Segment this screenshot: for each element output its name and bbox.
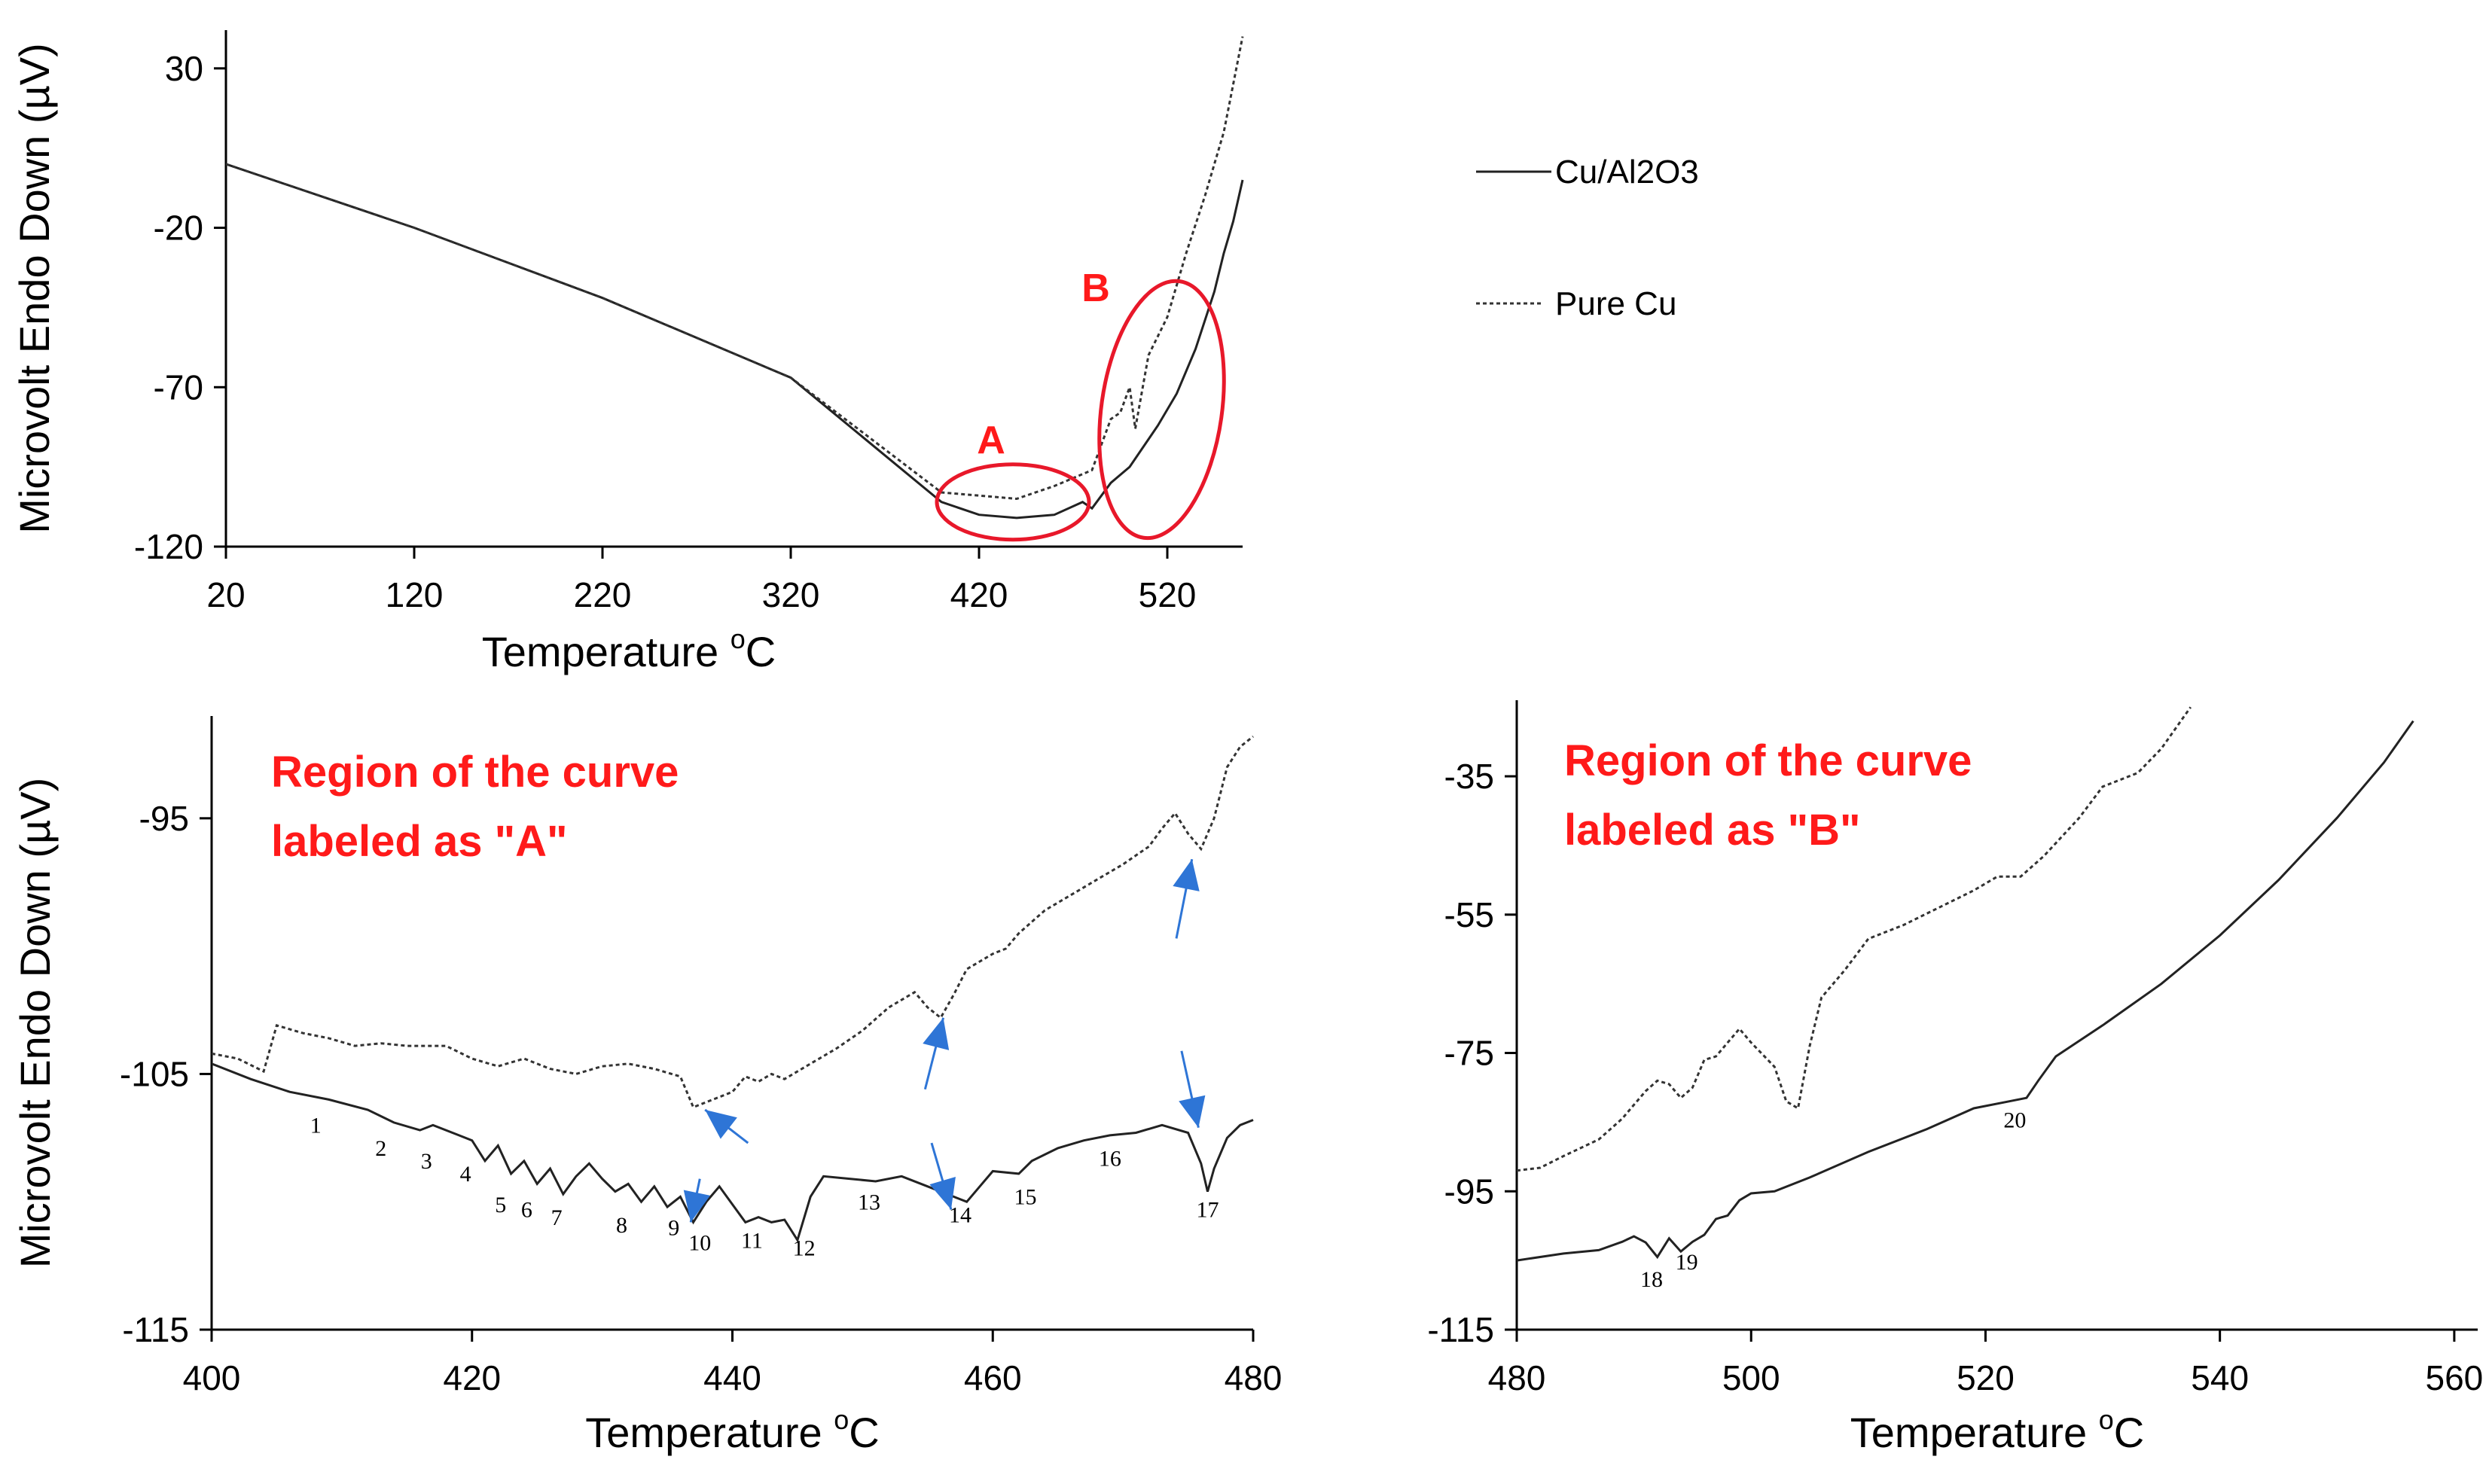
x-tick-label: 220: [574, 575, 632, 614]
region-a-label: A: [977, 419, 1005, 462]
peak-label: 10: [688, 1231, 711, 1256]
region-b-label: B: [1081, 267, 1110, 310]
peak-label: 12: [793, 1236, 816, 1261]
x-tick-label: 480: [1225, 1358, 1283, 1397]
x-axis-title-unit: C: [849, 1409, 879, 1456]
y-tick-label: -70: [154, 367, 203, 407]
x-axis-title-sup: o: [2099, 1404, 2114, 1435]
region-caption: Region of the curve labeled as "A": [271, 748, 679, 866]
legend-label-cu-al2o3: Cu/Al2O3: [1555, 154, 1699, 190]
x-tick-label: 520: [1957, 1358, 2015, 1397]
arrow-head: [705, 1109, 737, 1139]
x-axis-title-unit: C: [2114, 1409, 2144, 1456]
chart-region-b: -35 -55 -75 -95 -115 480 500 520 540 560 Temperatu…: [1427, 700, 2483, 1456]
peak-label: 4: [460, 1162, 471, 1187]
series-line-pure-cu: [1517, 706, 2192, 1172]
arrow-head: [683, 1190, 711, 1223]
x-tick-label: 440: [703, 1358, 761, 1397]
x-axis-title-sup: o: [834, 1404, 849, 1435]
peak-label: 15: [1014, 1185, 1036, 1210]
peak-label: 18: [1640, 1267, 1663, 1292]
x-tick-label: 460: [964, 1358, 1022, 1397]
y-axis-title: Microvolt Endo Down (µV): [11, 778, 59, 1269]
peak-label: 16: [1099, 1147, 1121, 1172]
legend: Cu/Al2O3 Pure Cu: [1476, 154, 1699, 322]
region-a-ellipse: [935, 462, 1091, 542]
arrow-head: [1179, 1095, 1206, 1128]
x-tick-label: 120: [386, 575, 444, 614]
y-tick-label: -95: [1444, 1172, 1494, 1211]
region-b-ellipse: [1097, 279, 1226, 541]
x-axis-title: Temperature oC: [482, 623, 776, 675]
x-tick-label: 320: [762, 575, 820, 614]
x-axis-title-text: Temperature: [585, 1409, 834, 1456]
peak-label: 14: [949, 1202, 972, 1227]
peak-label: 13: [858, 1190, 880, 1214]
x-axis-title-unit: C: [746, 628, 776, 675]
x-axis-title-sup: o: [731, 623, 746, 654]
y-tick-label: -75: [1444, 1034, 1494, 1073]
y-tick-label: -35: [1444, 757, 1494, 796]
x-axis-title: Temperature oC: [585, 1404, 879, 1456]
chart-region-a: -95 -105 -115 400 420 440 460 480 Temperature oC…: [11, 716, 1282, 1456]
peak-label: 9: [668, 1215, 679, 1240]
x-tick-label: 20: [206, 575, 245, 614]
peak-label: 3: [421, 1149, 432, 1174]
y-axis-title: Microvolt Endo Down (µV): [11, 43, 58, 534]
peak-label: 2: [375, 1136, 386, 1161]
peak-label: 11: [741, 1228, 763, 1253]
y-tick-label: -55: [1444, 895, 1494, 934]
series-line-cu-al2o3: [212, 1062, 1254, 1243]
x-tick-label: 420: [443, 1358, 501, 1397]
legend-label-pure-cu: Pure Cu: [1555, 285, 1676, 322]
series-line-cu-al2o3: [226, 163, 1244, 520]
arrow-head: [923, 1017, 950, 1050]
series-line-pure-cu: [226, 36, 1244, 501]
x-tick-label: 400: [183, 1358, 241, 1397]
x-axis-title: Temperature oC: [1850, 1404, 2144, 1456]
y-tick-label: 30: [165, 49, 203, 88]
y-tick-label: -20: [154, 209, 203, 248]
arrow-head: [929, 1176, 956, 1210]
x-tick-label: 560: [2426, 1358, 2484, 1397]
y-tick-label: -95: [139, 799, 189, 838]
x-axis-title-text: Temperature: [482, 628, 731, 675]
y-tick-label: -115: [122, 1310, 189, 1349]
series-line-cu-al2o3: [1517, 720, 2414, 1262]
x-tick-label: 500: [1722, 1358, 1780, 1397]
peak-label: 17: [1196, 1198, 1219, 1223]
y-tick-label: -120: [134, 527, 203, 566]
series-line-pure-cu: [212, 736, 1254, 1109]
x-tick-label: 420: [950, 575, 1008, 614]
peak-label: 20: [2003, 1108, 2026, 1133]
arrow-head: [1173, 859, 1200, 891]
peak-label: 6: [521, 1198, 532, 1223]
peak-label: 1: [310, 1114, 322, 1138]
x-tick-label: 480: [1488, 1358, 1546, 1397]
peak-label: 8: [616, 1213, 627, 1238]
x-tick-label: 540: [2191, 1358, 2249, 1397]
x-axis-title-text: Temperature: [1850, 1409, 2099, 1456]
region-caption: Region of the curve labeled as "B": [1564, 736, 1972, 855]
peak-label: 5: [495, 1193, 506, 1217]
x-tick-label: 520: [1139, 575, 1197, 614]
peak-label: 7: [551, 1205, 563, 1230]
y-tick-label: -115: [1427, 1310, 1494, 1349]
y-tick-label: -105: [120, 1054, 189, 1093]
peak-label: 19: [1676, 1250, 1698, 1275]
